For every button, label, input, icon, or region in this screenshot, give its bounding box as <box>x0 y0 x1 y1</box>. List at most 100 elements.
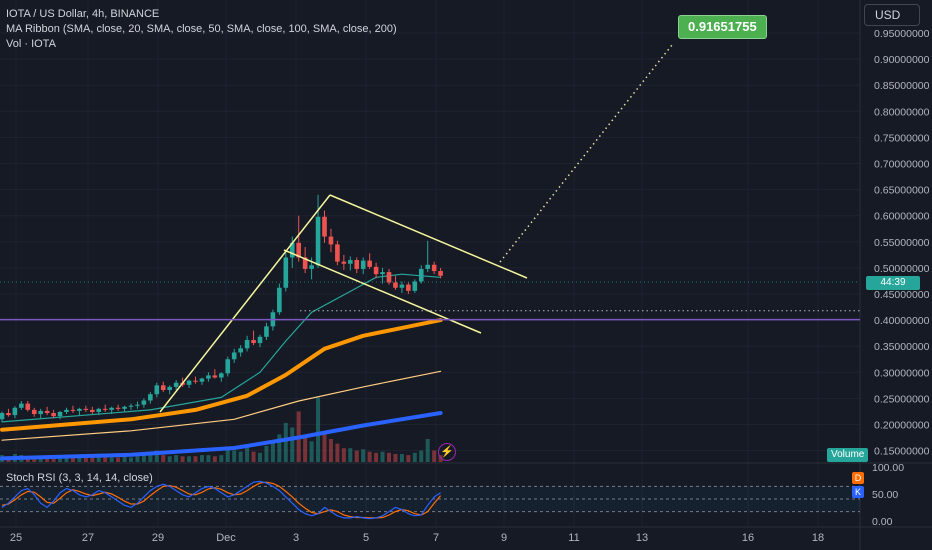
time-axis[interactable]: 25 27 29 Dec 3 5 7 9 11 13 16 18 <box>10 532 824 544</box>
candle-body <box>386 272 392 283</box>
time-tick-label: 16 <box>742 532 754 544</box>
candle-body <box>135 404 140 406</box>
volume-bar <box>348 448 353 462</box>
candle-body <box>412 281 418 291</box>
candle-body <box>296 242 301 258</box>
candle-body <box>206 375 211 379</box>
time-tick-label: 29 <box>152 532 164 544</box>
volume-bar <box>58 456 63 462</box>
candle-body <box>148 394 153 401</box>
stoch-k-badge: K <box>852 486 864 498</box>
volume-bar <box>367 451 372 462</box>
candle-body <box>257 336 263 344</box>
candle-body <box>12 407 18 416</box>
candle-body <box>277 287 282 313</box>
volume-bar <box>103 456 108 462</box>
candle-body <box>309 265 314 269</box>
candle-body <box>367 260 372 267</box>
price-axis[interactable]: 0.95000000 0.90000000 0.85000000 0.80000000… <box>872 28 930 528</box>
ma-ribbon-legend[interactable]: MA Ribbon (SMA, close, 20, SMA, close, 5… <box>6 23 397 35</box>
candle-body <box>44 410 50 414</box>
price-tick-label: 0.55000000 <box>874 237 930 249</box>
volume-bar <box>148 452 153 462</box>
volume-bar <box>83 457 88 462</box>
price-tick-label: 0.35000000 <box>874 341 930 353</box>
candles <box>0 194 443 422</box>
candle-body <box>406 284 411 291</box>
volume-bar <box>45 457 50 462</box>
volume-bar <box>193 456 198 462</box>
stoch-rsi-legend[interactable]: Stoch RSI (3, 3, 14, 14, close) <box>6 472 153 484</box>
candle-body <box>6 413 11 416</box>
lightning-icon[interactable]: ⚡ <box>438 443 456 461</box>
candle-body <box>64 409 69 412</box>
current-price-tag: 44:39 <box>866 276 920 290</box>
target-price-label[interactable]: 0.91651755 <box>678 15 767 39</box>
price-tick-label: 0.50000000 <box>874 263 930 275</box>
candle-body <box>238 348 243 353</box>
volume-bar <box>70 457 75 462</box>
candle-body <box>348 260 353 264</box>
candle-body <box>186 380 192 385</box>
candle-body <box>328 236 334 245</box>
candle-body <box>335 244 340 262</box>
volume-bar <box>187 456 192 462</box>
candle-body <box>373 266 379 275</box>
candle-body <box>38 410 43 415</box>
candle-body <box>90 409 95 412</box>
symbol-title[interactable]: IOTA / US Dollar, 4h, BINANCE <box>6 8 160 20</box>
time-tick-label: 5 <box>363 532 369 544</box>
candle-body <box>77 408 82 411</box>
volume-bar <box>380 451 385 462</box>
candle-body <box>315 216 321 266</box>
currency-button[interactable]: USD <box>864 4 920 26</box>
price-tick-label: 0.15000000 <box>874 446 930 458</box>
volume-bar <box>206 455 211 462</box>
time-tick-label: 3 <box>293 532 299 544</box>
volume-bar <box>283 422 288 462</box>
drawings <box>0 44 860 413</box>
candle-body <box>393 282 398 288</box>
candle-body <box>360 260 366 269</box>
stoch-tick-label: 0.00 <box>872 516 893 528</box>
volume-bar <box>109 457 114 462</box>
ma200-line <box>0 411 443 461</box>
candle-body <box>160 385 166 391</box>
price-tick-label: 0.95000000 <box>874 28 930 40</box>
candle-body <box>109 407 114 410</box>
volume-bar <box>251 451 256 462</box>
candle-body <box>244 339 250 349</box>
volume-bar <box>425 439 430 462</box>
time-tick-label: 9 <box>501 532 507 544</box>
volume-bar <box>167 456 172 462</box>
price-tick-label: 0.45000000 <box>874 289 930 301</box>
price-tick-label: 0.40000000 <box>874 315 930 327</box>
volume-bar <box>335 443 340 462</box>
volume-bar <box>219 455 224 462</box>
volume-bar <box>341 448 346 462</box>
stoch-tick-label: 50.00 <box>872 489 898 501</box>
price-tick-label: 0.80000000 <box>874 106 930 118</box>
volume-bar <box>199 455 204 462</box>
candle-body <box>225 359 231 374</box>
candle-body <box>154 385 160 395</box>
volume-bar <box>122 456 127 462</box>
volume-bar <box>316 397 321 462</box>
volume-bar <box>64 457 69 462</box>
volume-bar <box>245 447 250 462</box>
volume-bar <box>232 450 237 462</box>
volume-bar <box>161 455 166 462</box>
volume-bar <box>141 455 146 462</box>
volume-bar <box>277 434 282 462</box>
stoch-d-badge: D <box>852 472 864 484</box>
volume-legend[interactable]: Vol · IOTA <box>6 38 56 50</box>
volume-tag: Volume <box>827 448 869 462</box>
volume-bar <box>328 439 333 462</box>
volume-bar <box>225 448 230 462</box>
volume-bar <box>419 450 424 462</box>
candle-body <box>251 339 256 344</box>
volume-bar <box>238 451 243 462</box>
candle-body <box>438 271 443 276</box>
